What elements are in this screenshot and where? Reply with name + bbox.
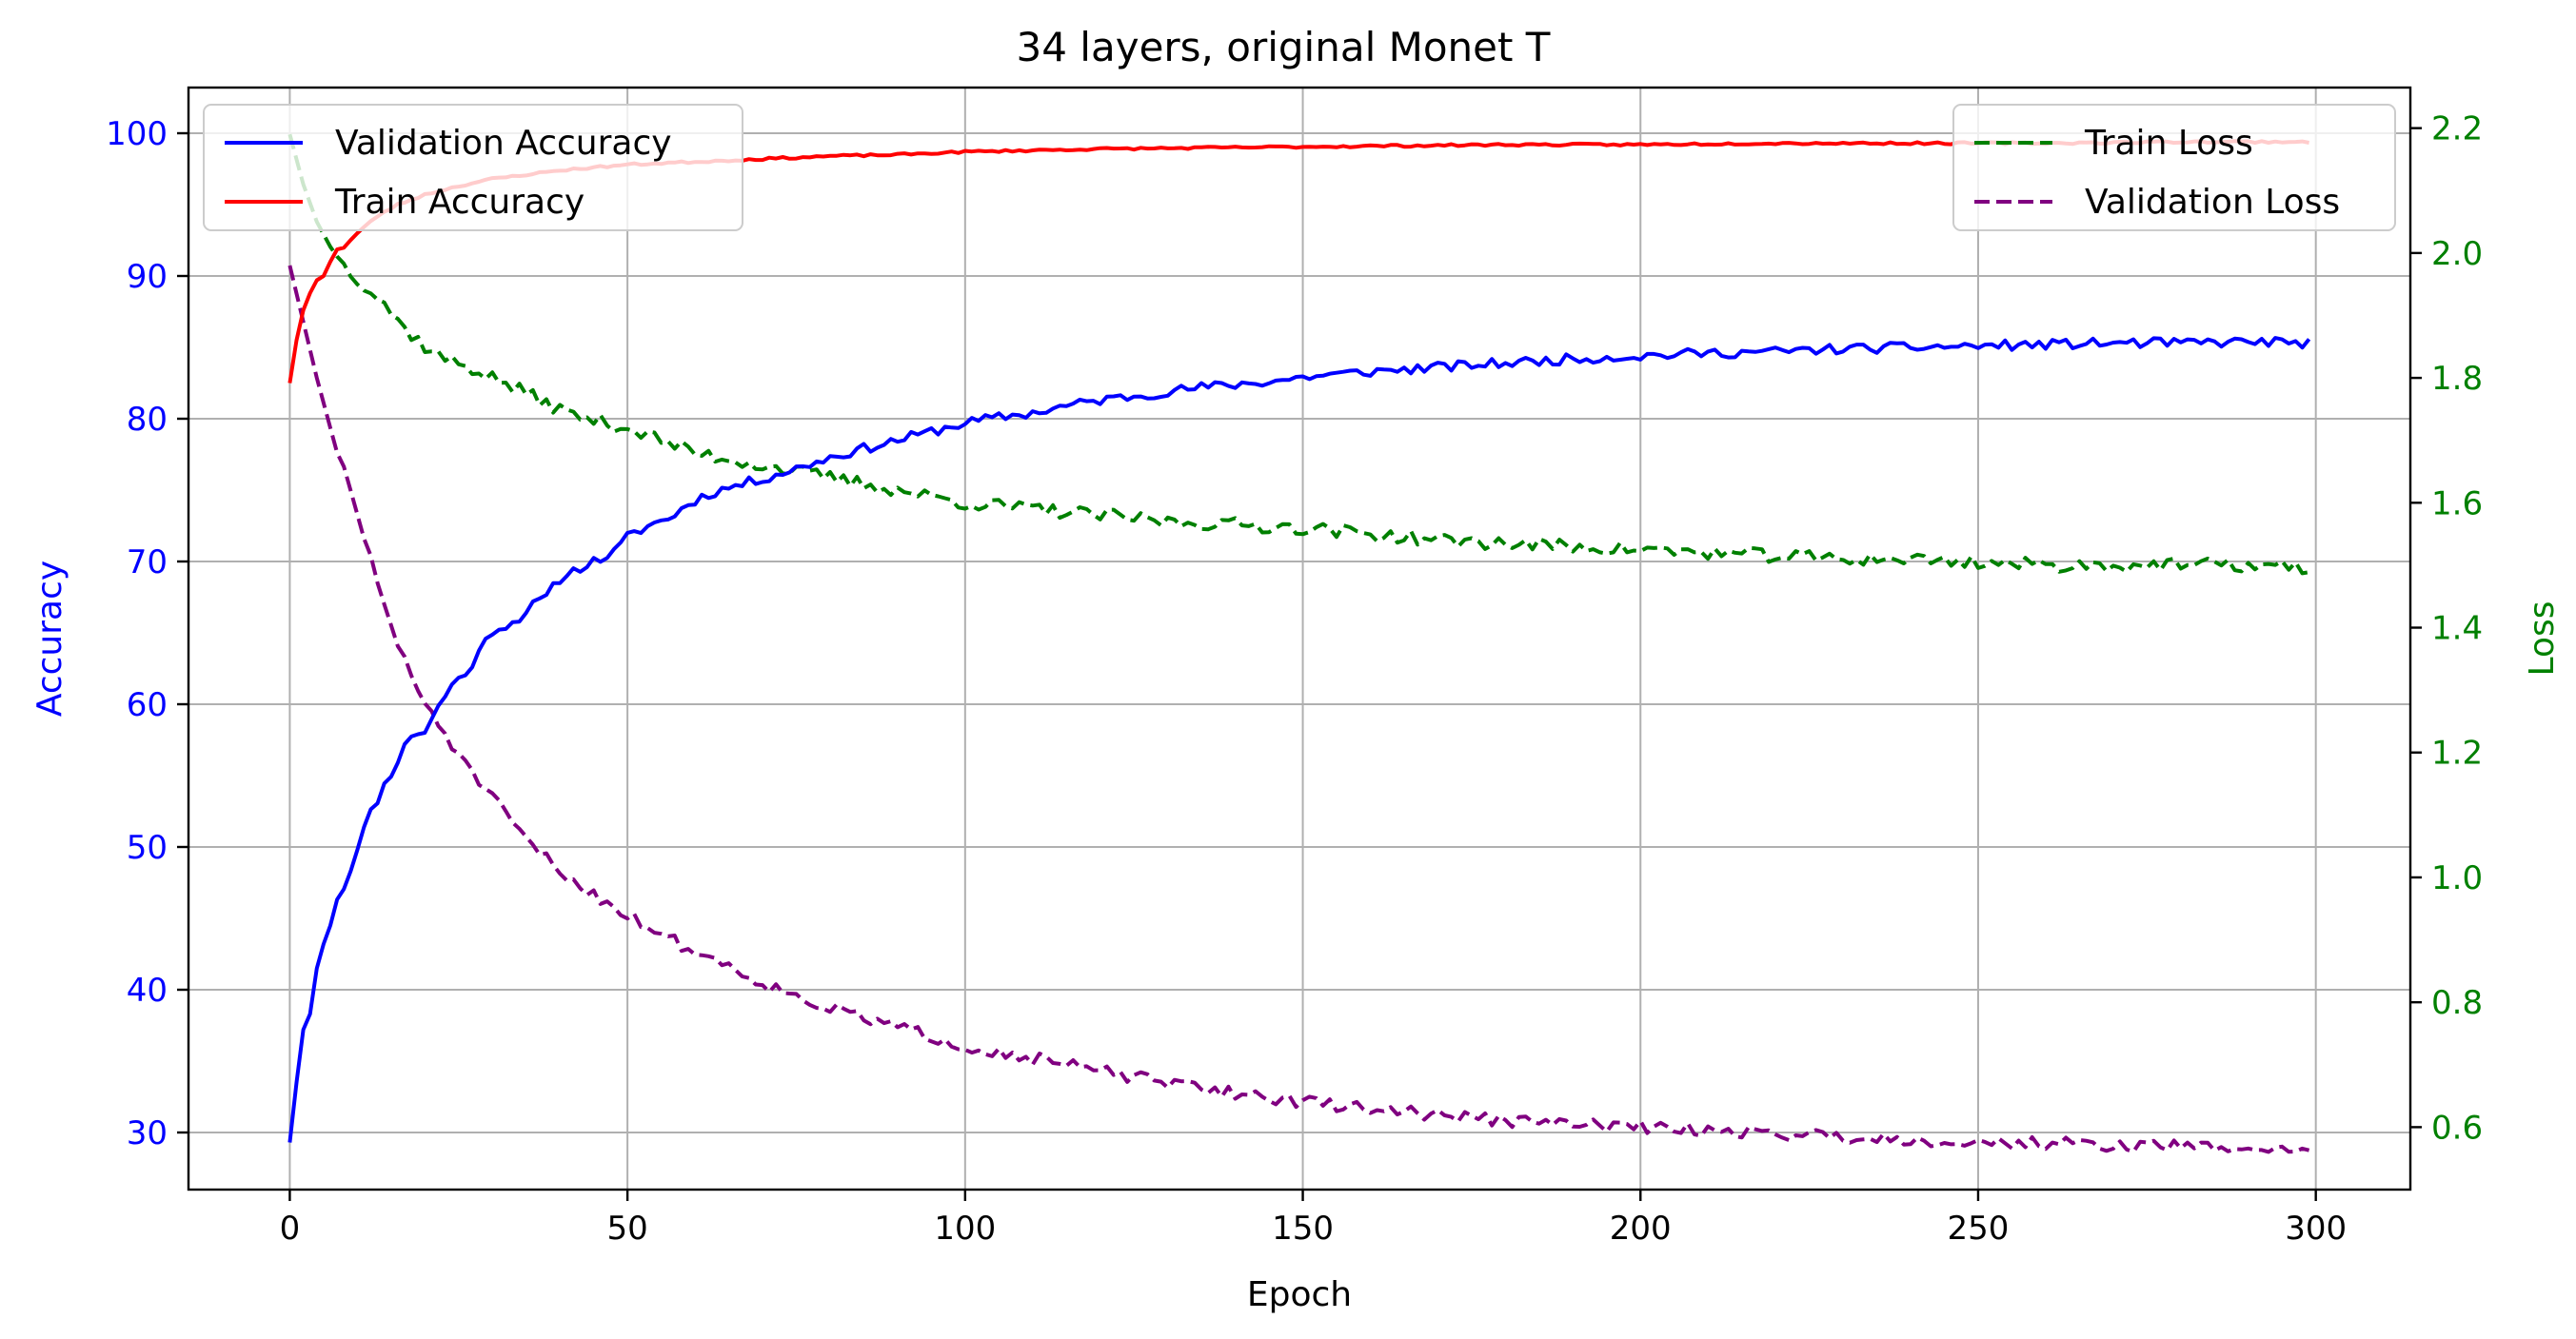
legend-left: Validation Accuracy Train Accuracy bbox=[203, 104, 743, 231]
right-y-tick-label: 1.0 bbox=[2431, 859, 2483, 897]
line-validation-loss bbox=[287, 265, 2310, 1154]
x-tick-label: 300 bbox=[2285, 1210, 2347, 1248]
left-y-axis-label: Accuracy bbox=[30, 561, 69, 717]
right-y-tick-label: 2.0 bbox=[2431, 235, 2483, 273]
left-y-axis: 30 40 50 60 70 80 90 100 bbox=[106, 115, 188, 1152]
right-y-tick-label: 1.4 bbox=[2431, 610, 2483, 648]
line-train-loss bbox=[287, 133, 2309, 576]
legend-label-train-loss: Train Loss bbox=[2084, 124, 2253, 163]
legend-label-validation-accuracy: Validation Accuracy bbox=[335, 124, 672, 163]
right-y-axis: 0.6 0.8 1.0 1.2 1.4 1.6 1.8 2.0 2.2 bbox=[2410, 110, 2483, 1147]
grid-lines bbox=[188, 88, 2410, 1190]
left-y-tick-label: 40 bbox=[127, 972, 168, 1010]
x-tick-label: 200 bbox=[1610, 1210, 1672, 1248]
x-tick-label: 250 bbox=[1948, 1210, 2010, 1248]
x-axis: 0 50 100 150 200 250 300 bbox=[280, 1190, 2347, 1248]
right-y-tick-label: 1.8 bbox=[2431, 360, 2483, 398]
left-y-tick-label: 30 bbox=[127, 1114, 168, 1152]
left-y-tick-label: 100 bbox=[106, 115, 168, 153]
left-y-tick-label: 70 bbox=[127, 543, 168, 581]
x-tick-label: 150 bbox=[1272, 1210, 1334, 1248]
left-y-tick-label: 60 bbox=[127, 686, 168, 724]
right-y-tick-label: 0.6 bbox=[2431, 1109, 2483, 1147]
right-y-tick-label: 2.2 bbox=[2431, 110, 2483, 148]
right-y-axis-label: Loss bbox=[2523, 601, 2562, 677]
chart-title: 34 layers, original Monet T bbox=[1017, 24, 1551, 70]
right-y-tick-label: 1.6 bbox=[2431, 484, 2483, 522]
x-axis-label: Epoch bbox=[1247, 1275, 1352, 1314]
right-y-tick-label: 1.2 bbox=[2431, 735, 2483, 773]
x-tick-label: 0 bbox=[280, 1210, 301, 1248]
line-validation-accuracy bbox=[287, 336, 2311, 1143]
x-tick-label: 100 bbox=[934, 1210, 996, 1248]
left-y-tick-label: 90 bbox=[127, 258, 168, 296]
legend-label-train-accuracy: Train Accuracy bbox=[334, 183, 585, 222]
legend-right: Train Loss Validation Loss bbox=[1952, 104, 2396, 231]
x-tick-label: 50 bbox=[606, 1210, 647, 1248]
plot-frame bbox=[187, 86, 2412, 1191]
right-y-tick-label: 0.8 bbox=[2431, 984, 2483, 1022]
left-y-tick-label: 50 bbox=[127, 829, 168, 867]
left-y-tick-label: 80 bbox=[127, 401, 168, 439]
legend-label-validation-loss: Validation Loss bbox=[2085, 183, 2340, 222]
